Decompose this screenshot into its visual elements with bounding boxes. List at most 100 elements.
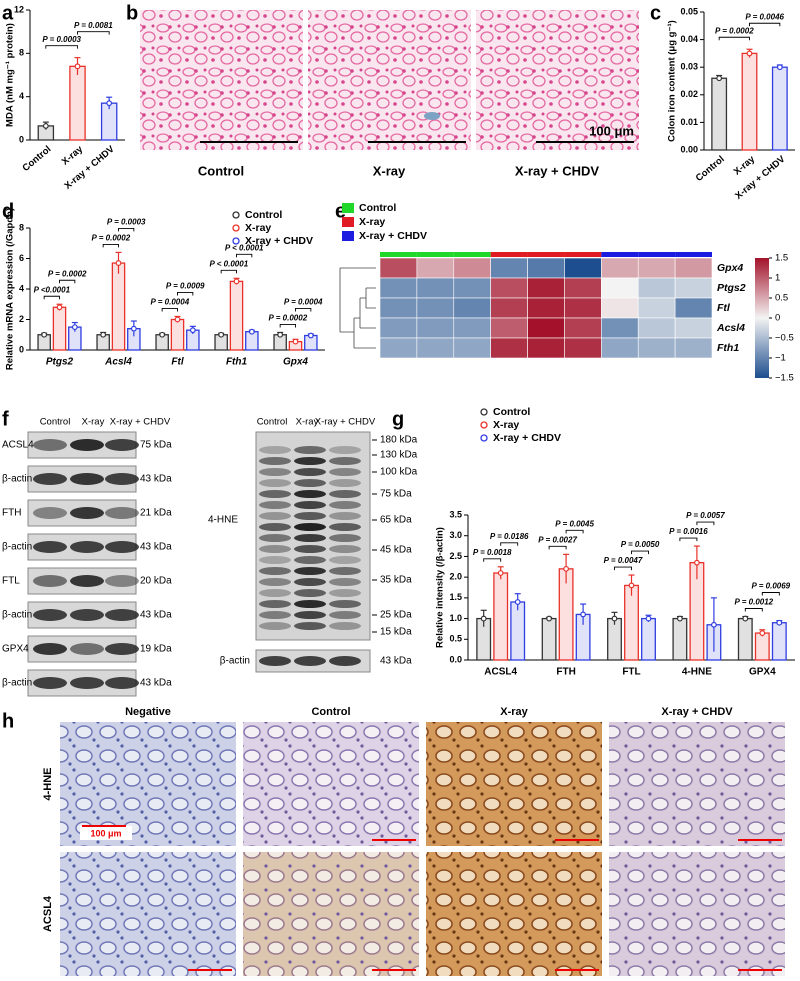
- bracket: [679, 537, 698, 542]
- group-strip: [564, 252, 602, 257]
- blot-label: 4-HNE: [208, 515, 238, 526]
- legend-marker: [232, 211, 240, 219]
- blot-band: [259, 490, 291, 498]
- heatmap-cell: [674, 257, 713, 279]
- y-tick-label: 0.05: [680, 6, 698, 16]
- heatmap-cell: [490, 277, 528, 299]
- blot-band: [294, 501, 326, 509]
- micrograph: [476, 10, 639, 150]
- heatmap-cell: [564, 257, 602, 279]
- annotation: P = 0.0018: [473, 548, 512, 557]
- scale-label: 100 μm: [589, 123, 634, 138]
- legend-swatch: [342, 217, 354, 227]
- micrograph: [609, 722, 785, 846]
- blot-band: [259, 589, 291, 597]
- dot: [611, 615, 618, 622]
- blot-band: [70, 541, 104, 553]
- heatmap-cell: [453, 277, 491, 299]
- heatmap-cell: [379, 337, 418, 359]
- blot-band: [329, 479, 361, 487]
- heatmap-cell: [637, 277, 676, 299]
- dot: [130, 325, 137, 332]
- blot-band: [329, 622, 361, 630]
- dot: [56, 304, 63, 311]
- protein-label: FTL: [2, 576, 20, 587]
- blot-band: [329, 556, 361, 564]
- x-tick-label: GPX4: [749, 667, 776, 678]
- heatmap-cell: [601, 297, 639, 319]
- blot-band: [33, 541, 67, 553]
- annotation: P = 0.0002: [92, 234, 131, 243]
- blot-band: [294, 556, 326, 564]
- blot-band: [259, 468, 291, 476]
- blot-band: [70, 575, 104, 587]
- lane-label: X-ray + CHDV: [110, 417, 171, 428]
- legend-label: Control: [359, 202, 396, 214]
- dot: [233, 278, 240, 285]
- dot: [776, 64, 783, 71]
- blot-band: [33, 439, 67, 451]
- panel-label: a: [2, 2, 14, 24]
- dot: [628, 582, 635, 589]
- dot: [676, 615, 683, 622]
- bracket: [177, 292, 194, 296]
- group-strip: [601, 252, 639, 257]
- heatmap-cell: [490, 297, 528, 319]
- y-axis-label: Relative mRNA expression (/Gapdh): [5, 208, 16, 370]
- annotation: P < 0.0001: [225, 243, 264, 252]
- ladder-label: 15 kDa: [380, 627, 412, 638]
- blot-band: [329, 457, 361, 465]
- panel-label: f: [2, 408, 9, 430]
- heatmap-cell: [453, 317, 491, 339]
- blot-band: [33, 575, 67, 587]
- blot-band: [329, 490, 361, 498]
- blot-band: [105, 677, 139, 689]
- heatmap-cell: [674, 317, 713, 339]
- dot: [74, 63, 81, 70]
- lane-label: X-ray + CHDV: [315, 417, 376, 428]
- micrograph: [60, 852, 236, 976]
- blot-band: [259, 578, 291, 586]
- blot-band: [70, 507, 104, 519]
- dot: [746, 50, 753, 57]
- blot-band: [294, 512, 326, 520]
- dot: [645, 615, 652, 622]
- x-tick-label: Ftl: [171, 357, 183, 368]
- dot: [716, 75, 723, 82]
- annotation: P < 0.0001: [210, 259, 249, 268]
- colorbar-label: −0.5: [775, 333, 794, 344]
- heatmap-cell: [379, 257, 418, 279]
- bracket: [744, 608, 763, 612]
- heatmap-cell: [453, 257, 491, 279]
- y-tick-label: 4: [19, 283, 24, 293]
- size-label: 43 kDa: [140, 678, 172, 689]
- annotation: P = 0.0081: [74, 21, 113, 30]
- annotation: P = 0.0004: [284, 298, 323, 307]
- annotation: P = 0.0050: [621, 540, 660, 549]
- ladder-label: 45 kDa: [380, 545, 412, 556]
- size-label: 19 kDa: [140, 644, 172, 655]
- bracket: [614, 566, 632, 571]
- group-strip: [675, 252, 712, 257]
- annotation: P = 0.0046: [745, 12, 784, 21]
- bar: [229, 280, 244, 351]
- dot: [307, 332, 314, 339]
- x-tick-label: X-ray: [60, 143, 86, 167]
- legend-label: Control: [493, 406, 530, 418]
- bracket: [279, 324, 296, 328]
- blot-band: [259, 457, 291, 465]
- heatmap-cell: [527, 297, 565, 319]
- dot: [100, 331, 107, 338]
- legend-label: X-ray + CHDV: [493, 432, 561, 444]
- blot-band: [259, 600, 291, 608]
- annotation: P = 0.0016: [669, 527, 708, 536]
- bracket: [718, 36, 750, 41]
- x-tick-label: Fth1: [226, 357, 248, 368]
- blot-band: [329, 600, 361, 608]
- dendrogram: [339, 267, 376, 349]
- y-axis-label: MDA (nM mg⁻¹ protein): [5, 23, 16, 127]
- colorbar: [755, 258, 769, 378]
- panel-b: [140, 10, 639, 150]
- legend-label: X-ray: [359, 216, 385, 228]
